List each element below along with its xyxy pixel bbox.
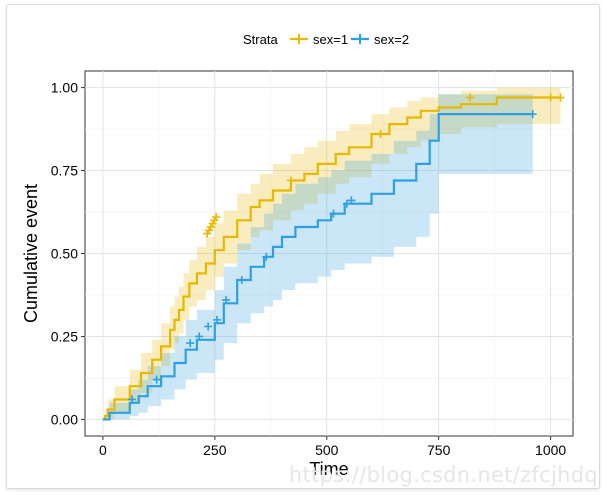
censor-mark xyxy=(376,130,385,139)
censor-mark xyxy=(152,375,161,384)
censor-mark xyxy=(128,395,137,404)
legend: Strata sex=1 sex=2 xyxy=(243,32,409,47)
censor-mark xyxy=(556,93,565,102)
x-axis-label: Time xyxy=(309,459,348,479)
survival-curves xyxy=(102,96,561,421)
y-tick-label: 0.25 xyxy=(51,328,78,344)
censor-mark xyxy=(222,295,231,304)
censor-mark xyxy=(195,332,204,341)
censor-mark xyxy=(528,110,537,119)
chart-card: Strata sex=1 sex=2 0 250 500 750 1000 0.00 0.25 0… xyxy=(6,4,600,489)
censor-mark xyxy=(329,209,338,218)
x-tick-label: 750 xyxy=(427,442,451,458)
legend-label-sex1: sex=1 xyxy=(313,32,348,47)
watermark-text: https://blog.csdn.net/zfcjhdq xyxy=(288,463,598,487)
ci-band-sex2 xyxy=(102,94,533,420)
y-tick-label: 0.75 xyxy=(51,163,78,179)
curve-sex2 xyxy=(102,113,533,421)
censor-mark xyxy=(186,339,195,348)
censor-mark xyxy=(212,213,221,221)
axes: 0 250 500 750 1000 0.00 0.25 0.50 0.75 1.00 xyxy=(51,80,567,458)
legend-label-sex2: sex=2 xyxy=(374,32,409,47)
y-tick-label: 0.50 xyxy=(51,246,78,262)
grid-lines xyxy=(85,71,573,436)
legend-title: Strata xyxy=(243,32,278,47)
censor-mark xyxy=(347,196,356,205)
censor-mark xyxy=(342,199,351,208)
y-tick-label: 0.00 xyxy=(51,411,78,427)
censor-marks xyxy=(128,93,565,404)
x-tick-label: 1000 xyxy=(535,442,566,458)
x-tick-label: 250 xyxy=(203,442,227,458)
x-tick-label: 500 xyxy=(315,442,339,458)
curve-sex1 xyxy=(102,96,561,421)
censor-mark xyxy=(213,315,222,324)
km-plot: Strata sex=1 sex=2 0 250 500 750 10000.000.250… xyxy=(21,32,574,479)
censor-mark xyxy=(237,276,246,285)
censor-mark xyxy=(546,93,555,102)
y-axis-label: Cumulative event xyxy=(21,184,41,323)
x-tick-label: 0 xyxy=(99,442,107,458)
censor-mark xyxy=(466,93,475,102)
censor-mark xyxy=(286,176,295,185)
censor-mark xyxy=(204,322,213,331)
y-tick-label: 1.00 xyxy=(51,80,78,96)
censor-mark xyxy=(262,252,271,261)
